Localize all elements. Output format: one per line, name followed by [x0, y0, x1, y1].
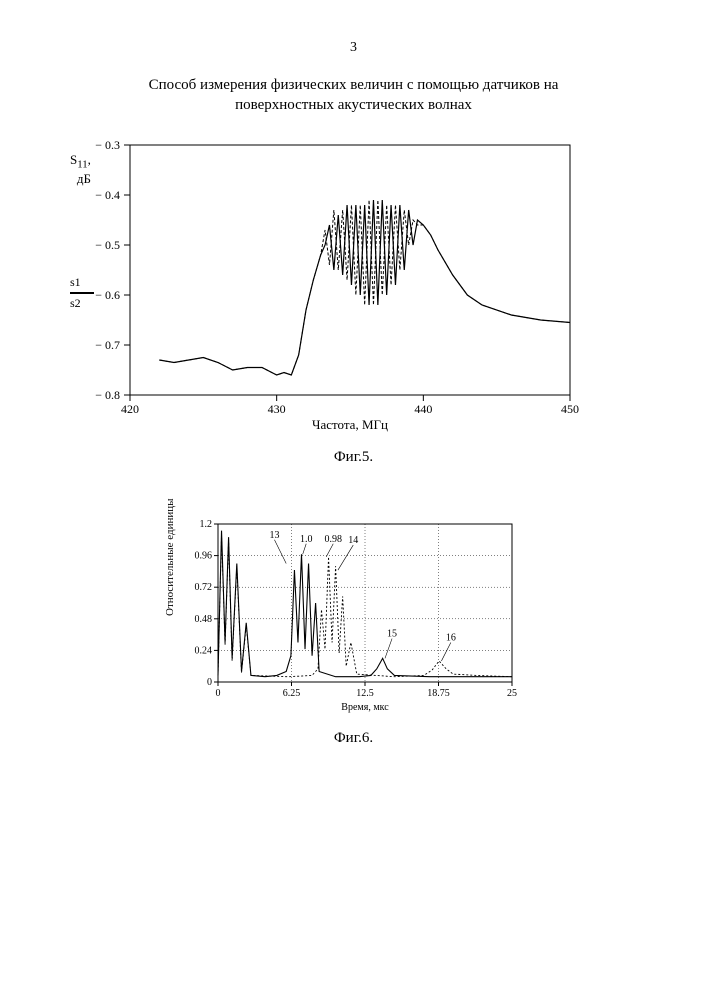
svg-text:− 0.6: − 0.6	[95, 288, 120, 302]
svg-text:0.72: 0.72	[195, 582, 213, 593]
svg-text:14: 14	[348, 535, 358, 546]
svg-text:430: 430	[268, 402, 286, 416]
fig6-svg: 0 0.24 0.48 0.72 0.96 1.2 0 6.25 12.5 18.75 25 Врем…	[180, 516, 520, 716]
svg-text:Частота, МГц: Частота, МГц	[312, 417, 388, 432]
fig5-svg: − 0.8 − 0.7 − 0.6 − 0.5 − 0.4 − 0.3 420 430 440 4…	[80, 135, 580, 435]
fig6-ylabel: Относительные единицы	[164, 498, 176, 616]
fig5-caption: Фиг.5.	[50, 449, 657, 466]
svg-text:0.48: 0.48	[195, 614, 213, 625]
svg-text:− 0.7: − 0.7	[95, 338, 120, 352]
svg-text:0.98: 0.98	[324, 534, 342, 545]
fig6-caption: Фиг.6.	[50, 730, 657, 747]
svg-text:450: 450	[561, 402, 579, 416]
svg-text:− 0.8: − 0.8	[95, 388, 120, 402]
svg-text:13: 13	[269, 530, 279, 541]
fig5-ylabel: S11,дБ	[70, 153, 91, 186]
fig5-legend-s1-label: s1	[70, 275, 81, 290]
page-number: 3	[50, 40, 657, 56]
svg-text:18.75: 18.75	[427, 688, 450, 699]
page-title: Способ измерения физических величин с по…	[144, 76, 564, 115]
svg-text:15: 15	[387, 629, 397, 640]
svg-text:420: 420	[121, 402, 139, 416]
svg-text:16: 16	[446, 633, 456, 644]
svg-text:− 0.4: − 0.4	[95, 188, 120, 202]
svg-text:12.5: 12.5	[356, 688, 374, 699]
svg-text:440: 440	[414, 402, 432, 416]
svg-text:25: 25	[507, 688, 517, 699]
svg-text:0: 0	[216, 688, 221, 699]
svg-text:Время, мкс: Время, мкс	[341, 702, 389, 713]
fig5-legend-s2-label: s2	[70, 296, 81, 311]
svg-text:0.24: 0.24	[195, 645, 213, 656]
svg-text:6.25: 6.25	[283, 688, 301, 699]
fig5-chart: S11,дБ s1 s2 − 0.8− 0.7− 0.6− 0.5− 0.4− …	[80, 135, 580, 435]
svg-text:0: 0	[207, 677, 212, 688]
fig6-chart: Относительные единицы 00.240.480.720.961…	[180, 516, 520, 716]
svg-text:0.96: 0.96	[195, 551, 213, 562]
svg-text:− 0.5: − 0.5	[95, 238, 120, 252]
svg-text:1.2: 1.2	[200, 519, 213, 530]
svg-text:1.0: 1.0	[300, 534, 313, 545]
svg-text:− 0.3: − 0.3	[95, 138, 120, 152]
fig5-legend: s1 s2	[70, 275, 94, 311]
